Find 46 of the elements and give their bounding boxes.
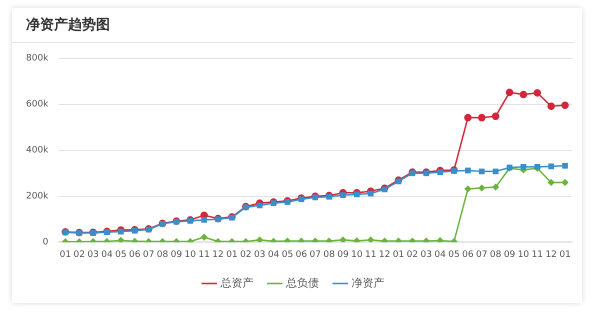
x-tick-label: 04 (434, 250, 446, 260)
x-tick-label: 01 (60, 250, 72, 260)
x-tick-label: 11 (532, 250, 544, 260)
x-tick-label: 08 (156, 250, 168, 260)
x-tick-label: 08 (490, 250, 502, 260)
y-tick-label: 800k (26, 54, 50, 64)
x-tick-label: 01 (392, 250, 404, 260)
legend-label: 总负债 (284, 276, 319, 290)
x-tick-label: 03 (420, 250, 432, 260)
x-tick-label: 11 (364, 250, 376, 260)
x-tick-label: 10 (184, 250, 196, 260)
x-tick-label: 05 (282, 250, 294, 260)
x-tick-label: 09 (337, 250, 349, 260)
x-tick-label: 07 (142, 250, 154, 260)
x-tick-label: 05 (115, 250, 127, 260)
x-tick-label: 06 (129, 250, 141, 260)
x-tick-label: 04 (101, 250, 113, 260)
x-tick-label: 12 (212, 250, 224, 260)
legend-label: 总资产 (219, 276, 254, 290)
y-tick-label: 0 (42, 238, 49, 248)
x-tick-label: 04 (268, 250, 280, 260)
x-tick-label: 03 (87, 250, 99, 260)
x-tick-label: 11 (198, 250, 210, 260)
x-tick-label: 05 (448, 250, 460, 260)
x-tick-label: 08 (323, 250, 336, 260)
x-tick-label: 09 (170, 250, 182, 260)
x-tick-label: 06 (462, 250, 474, 260)
x-tick-label: 12 (545, 250, 557, 260)
x-tick-label: 09 (504, 250, 516, 260)
x-tick-label: 02 (73, 250, 85, 260)
y-tick-label: 600k (26, 100, 50, 110)
x-tick-label: 03 (254, 250, 266, 260)
x-tick-label: 07 (309, 250, 321, 260)
x-tick-label: 01 (559, 250, 571, 260)
legend-label: 净资产 (351, 276, 384, 290)
x-tick-label: 02 (406, 250, 418, 260)
y-tick-label: 400k (26, 146, 50, 156)
x-tick-label: 07 (476, 250, 488, 260)
y-tick-label: 200k (26, 192, 50, 202)
x-tick-label: 10 (351, 250, 363, 260)
chart-title: 净资产趋势图 (12, 8, 574, 43)
x-tick-label: 06 (296, 250, 308, 260)
x-tick-label: 10 (518, 250, 530, 260)
x-tick-label: 12 (378, 250, 390, 260)
x-tick-label: 02 (240, 250, 252, 260)
x-tick-label: 01 (226, 250, 238, 260)
